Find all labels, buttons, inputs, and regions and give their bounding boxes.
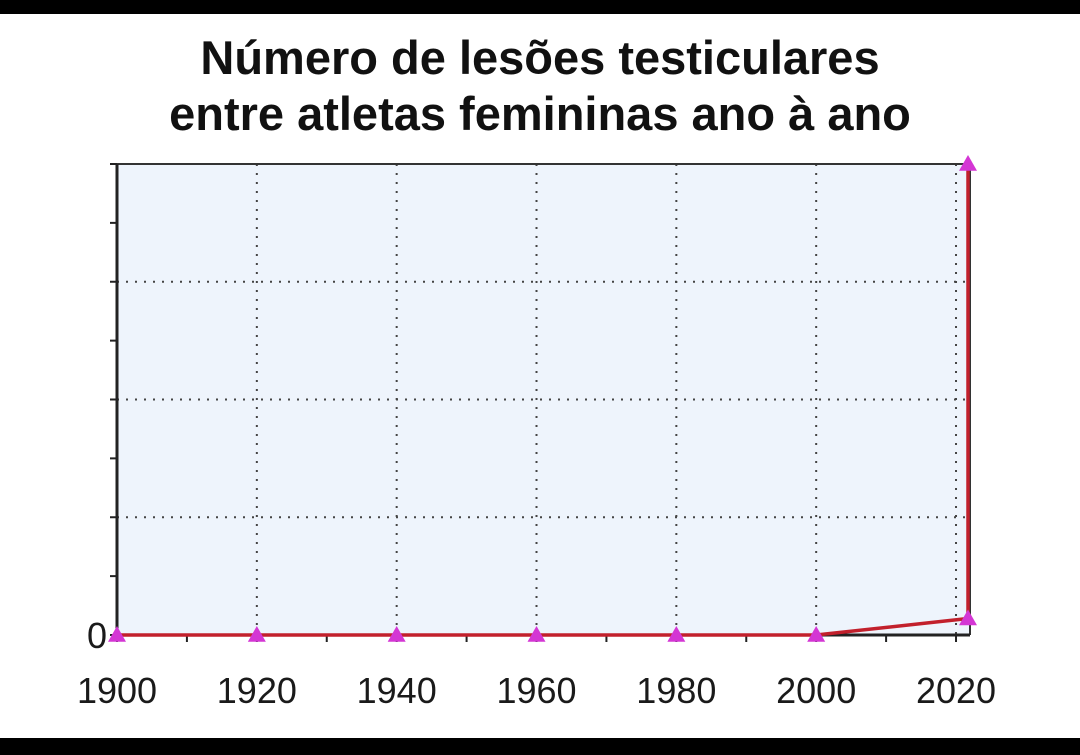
data-point-marker — [387, 626, 406, 642]
x-tick-label: 1960 — [496, 670, 576, 711]
tick-labels: 1900 1920 1940 1960 1980 2000 2020 0 — [77, 615, 996, 711]
plot-area — [117, 164, 970, 635]
chart-title-line-1: Número de lesões testiculares — [200, 31, 880, 84]
x-tick-label: 1980 — [636, 670, 716, 711]
chart-canvas: Número de lesões testiculares entre atle… — [0, 14, 1080, 738]
data-point-marker — [247, 626, 266, 642]
series-line-path — [117, 164, 970, 637]
data-point-marker — [667, 626, 686, 642]
line-chart: 1900 1920 1940 1960 1980 2000 2020 0 — [77, 155, 996, 711]
series-markers — [108, 155, 977, 642]
grid-lines — [117, 163, 970, 635]
chart-title: Número de lesões testiculares entre atle… — [0, 30, 1080, 142]
data-point-marker — [108, 626, 126, 642]
y-tick-label: 0 — [87, 615, 107, 656]
series-line — [117, 164, 970, 637]
data-point-marker — [527, 626, 546, 642]
data-point-marker — [807, 626, 826, 642]
x-tick-label: 1900 — [77, 670, 157, 711]
x-tick-label: 2000 — [776, 670, 856, 711]
x-tick-label: 1920 — [217, 670, 297, 711]
data-point-marker — [959, 155, 977, 171]
x-tick-label: 1940 — [357, 670, 437, 711]
data-point-marker — [959, 609, 977, 626]
x-tick-label: 2020 — [916, 670, 996, 711]
chart-title-line-2: entre atletas femininas ano à ano — [169, 87, 911, 140]
